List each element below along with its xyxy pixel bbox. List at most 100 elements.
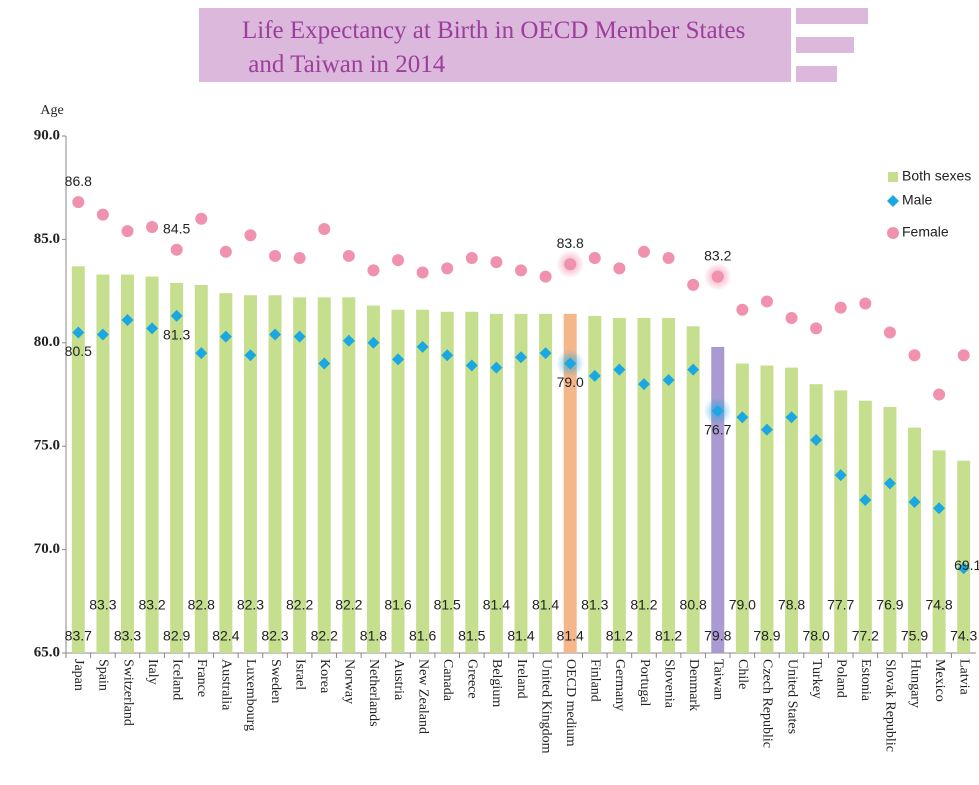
bar-value-label: 82.2: [335, 597, 362, 613]
bar: [932, 450, 946, 653]
bar: [686, 326, 700, 653]
female-point: [613, 262, 626, 275]
y-tick-label: 80.0: [34, 334, 60, 350]
bar-value-label: 82.3: [237, 597, 264, 613]
bar-value-label: 83.2: [138, 597, 165, 613]
male-point: [269, 328, 282, 341]
x-tick-label: Czech Republic: [760, 659, 775, 748]
male-point: [244, 349, 257, 362]
bar-value-label: 81.2: [630, 597, 657, 613]
x-tick-label: United Kingdom: [538, 659, 553, 754]
bar-value-label: 76.9: [876, 597, 903, 613]
x-tick-label: Portugal: [637, 659, 652, 707]
bar: [539, 313, 553, 653]
male-point: [490, 361, 503, 374]
bar-value-label: 74.3: [950, 628, 977, 644]
bar: [637, 317, 651, 653]
bar: [194, 284, 208, 653]
bar-value-label: 79.8: [704, 628, 731, 644]
female-point: [195, 212, 208, 225]
point-value-label: 83.2: [704, 247, 731, 263]
male-point: [293, 330, 306, 343]
female-point: [957, 349, 970, 362]
x-tick-label: Belgium: [489, 659, 504, 707]
bar-value-label: 81.5: [434, 597, 461, 613]
x-tick-label: Austria: [391, 659, 406, 701]
legend-label: Female: [902, 224, 949, 240]
male-point: [711, 405, 724, 418]
bar-value-label: 75.9: [901, 628, 928, 644]
female-point: [859, 297, 872, 310]
bar: [120, 274, 134, 653]
bar: [489, 313, 503, 653]
y-tick-label: 70.0: [34, 541, 60, 557]
point-value-label: 83.8: [557, 235, 584, 251]
x-tick-label: Iceland: [169, 659, 184, 700]
male-point: [121, 314, 134, 327]
bar: [908, 427, 922, 653]
bar: [440, 311, 454, 653]
x-tick-label: Denmark: [686, 659, 701, 711]
bar: [760, 365, 774, 653]
bar-value-label: 83.7: [65, 628, 92, 644]
bar-value-label: 78.8: [778, 597, 805, 613]
male-point: [933, 502, 946, 515]
bar-value-label: 82.2: [311, 628, 338, 644]
bar-value-label: 82.3: [261, 628, 288, 644]
female-point: [244, 229, 257, 242]
x-tick-label: Switzerland: [120, 659, 135, 726]
bar-value-label: 82.9: [163, 628, 190, 644]
male-point: [72, 326, 85, 339]
female-point: [760, 295, 773, 308]
point-value-label: 86.8: [65, 173, 92, 189]
male-point: [859, 493, 872, 506]
bar: [834, 390, 848, 653]
x-tick-label: Slovak Republic: [883, 659, 898, 752]
bar: [809, 384, 823, 653]
female-point: [96, 208, 109, 221]
bar-value-label: 81.4: [483, 597, 510, 613]
bar: [366, 305, 380, 653]
male-point: [539, 347, 552, 360]
female-point: [515, 264, 527, 277]
female-point: [687, 278, 700, 291]
x-tick-label: Latvia: [956, 659, 971, 696]
title-stripe: [796, 66, 837, 82]
female-point: [392, 254, 405, 267]
male-point: [146, 322, 159, 335]
female-point: [219, 245, 232, 258]
bar: [957, 460, 971, 653]
x-tick-label: Chile: [735, 659, 750, 689]
title-stripe: [796, 37, 854, 53]
x-tick-label: United States: [784, 659, 799, 734]
x-tick-label: Japan: [71, 659, 86, 691]
bar: [145, 276, 159, 653]
bar: [317, 297, 331, 653]
point-value-label: 84.5: [163, 220, 190, 236]
y-tick-label: 75.0: [34, 438, 60, 454]
x-tick-label: Israel: [292, 659, 307, 690]
bar: [391, 309, 405, 653]
male-point: [760, 423, 773, 436]
x-tick-label: France: [194, 659, 209, 697]
bar-value-label: 81.5: [458, 628, 485, 644]
legend-swatch: [887, 227, 899, 239]
female-point: [883, 326, 896, 339]
female-point: [342, 249, 355, 262]
female-point: [146, 220, 159, 233]
bar: [711, 346, 725, 653]
female-point: [293, 252, 306, 265]
male-point: [736, 411, 749, 424]
female-point: [785, 311, 798, 324]
y-tick-label: 90.0: [34, 127, 60, 143]
bar-value-label: 81.3: [581, 597, 608, 613]
bar: [883, 406, 897, 653]
bar-value-label: 82.8: [188, 597, 215, 613]
female-point: [441, 262, 454, 275]
x-tick-label: Estonia: [858, 659, 873, 702]
female-point: [416, 266, 429, 279]
male-point: [367, 336, 380, 349]
female-point: [170, 243, 183, 256]
male-point: [318, 357, 331, 370]
x-tick-label: Sweden: [268, 659, 283, 703]
